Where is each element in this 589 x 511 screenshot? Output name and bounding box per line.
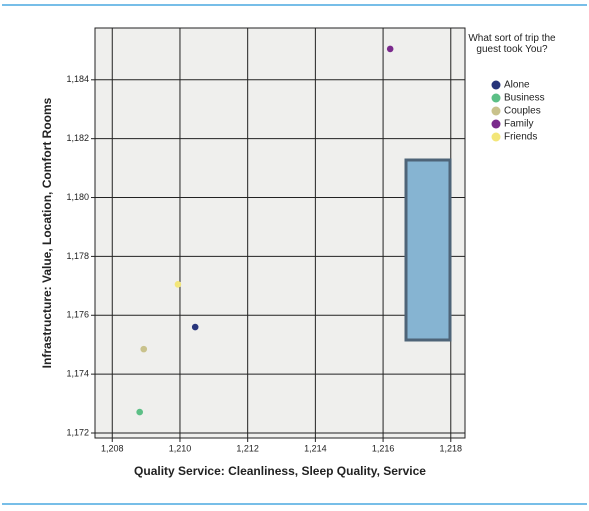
y-tick-label: 1,176 [66, 310, 89, 320]
point [136, 408, 143, 416]
point [386, 45, 394, 53]
legend-label: Alone [504, 80, 530, 91]
legend-swatch [491, 132, 501, 142]
point [140, 345, 148, 353]
legend-label: Business [504, 93, 545, 104]
annotation-box [404, 158, 452, 342]
legend-label: Friends [504, 132, 537, 143]
legend-swatch [491, 80, 501, 90]
y-tick-label: 1,184 [66, 74, 89, 84]
x-tick-label: 1,208 [101, 443, 124, 453]
y-tick-label: 1,178 [66, 251, 89, 261]
y-tick-label: 1,172 [66, 427, 89, 437]
y-axis-label: Infrastructure: Value, Location, Comfort… [40, 97, 54, 368]
y-tick-label: 1,180 [66, 192, 89, 202]
legend-swatch [491, 93, 501, 103]
x-tick-label: 1,212 [236, 443, 259, 453]
y-tick-label: 1,182 [66, 133, 89, 143]
point [174, 281, 182, 288]
plot-area [94, 27, 466, 439]
legend-swatch [491, 119, 501, 129]
point [191, 323, 199, 331]
legend-label: Couples [504, 106, 541, 117]
x-tick-label: 1,210 [169, 443, 192, 453]
legend-swatch [491, 106, 501, 116]
grid [95, 28, 465, 438]
y-tick-label: 1,174 [66, 369, 89, 379]
x-axis-label: Quality Service: Cleanliness, Sleep Qual… [134, 464, 426, 478]
legend-label: Family [504, 119, 533, 130]
x-tick-label: 1,218 [440, 443, 463, 453]
x-tick-label: 1,214 [304, 443, 327, 453]
x-tick-label: 1,216 [372, 443, 395, 453]
legend-title: What sort of trip the guest took You? [468, 33, 556, 55]
